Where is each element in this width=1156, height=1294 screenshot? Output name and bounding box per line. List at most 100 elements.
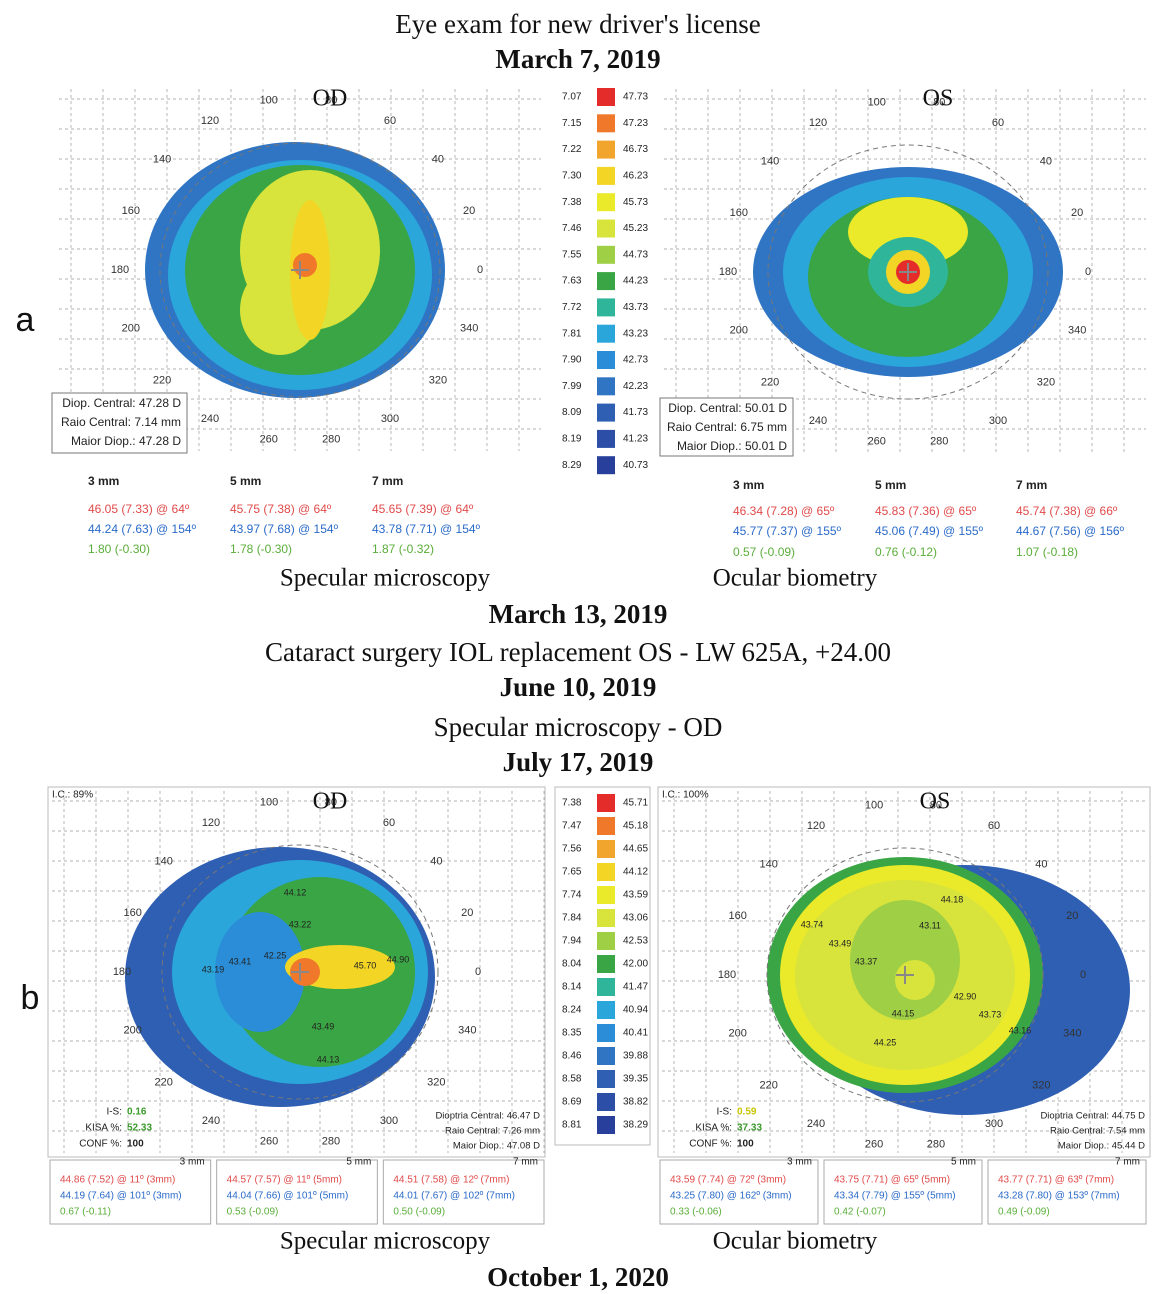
heading: Cataract surgery IOL replacement OS - LW…	[265, 637, 891, 667]
angle-label: 100	[260, 95, 278, 107]
scale-radius: 7.84	[562, 913, 582, 924]
angle-label: 200	[730, 325, 748, 337]
angle-label: 160	[124, 907, 142, 919]
angle-label: 40	[432, 153, 444, 165]
angle-label: 300	[985, 1118, 1003, 1130]
scale-radius: 8.46	[562, 1051, 582, 1062]
scale-diopter: 41.23	[623, 434, 648, 445]
info-line: Diop. Central: 50.01 D	[668, 401, 787, 415]
scale-swatch	[597, 246, 615, 264]
scale-swatch	[597, 1024, 615, 1042]
map-value: 43.41	[229, 956, 252, 966]
angle-label: 220	[154, 1076, 172, 1088]
angle-label: 60	[383, 817, 395, 829]
info-line: Diop. Central: 47.28 D	[62, 396, 181, 410]
scale-radius: 7.38	[562, 798, 582, 809]
angle-label: 240	[201, 413, 219, 425]
scale-radius: 7.15	[562, 118, 582, 129]
meas-row: 43.97 (7.68) @ 154º	[230, 522, 339, 536]
angle-label: 160	[729, 910, 747, 922]
caption: Ocular biometry	[713, 565, 878, 592]
angle-label: 0	[1085, 266, 1091, 278]
ic-label: I.C.: 100%	[662, 790, 709, 801]
scale-diopter: 43.59	[623, 890, 648, 901]
angle-label: 120	[809, 117, 827, 129]
scale-radius: 7.56	[562, 844, 582, 855]
angle-label: 180	[718, 969, 736, 981]
scale-swatch	[597, 1070, 615, 1088]
meas-header: 5 mm	[951, 1157, 976, 1168]
angle-label: 140	[761, 155, 779, 167]
angle-label: 340	[460, 323, 478, 335]
angle-label: 260	[260, 1135, 278, 1147]
angle-label: 320	[1037, 376, 1055, 388]
angle-label: 180	[719, 266, 737, 278]
scale-diopter: 44.23	[623, 276, 648, 287]
angle-label: 20	[463, 205, 475, 217]
meas-header: 7 mm	[372, 474, 403, 488]
scale-diopter: 38.29	[623, 1120, 648, 1131]
info-line: Maior Diop.: 50.01 D	[677, 439, 787, 453]
angle-label: 0	[1080, 969, 1086, 981]
angle-label: 240	[809, 415, 827, 427]
angle-label: 280	[930, 435, 948, 447]
scale-radius: 8.35	[562, 1028, 582, 1039]
scale-radius: 7.74	[562, 890, 582, 901]
info-line: Raio Central: 7.54 mm	[1050, 1126, 1145, 1137]
scale-diopter: 45.23	[623, 223, 648, 234]
map-value: 42.90	[954, 991, 977, 1001]
angle-label: 120	[202, 817, 220, 829]
heading: Eye exam for new driver's license	[395, 9, 760, 39]
index-value: 0.16	[127, 1107, 147, 1118]
scale-swatch	[597, 325, 615, 343]
angle-label: 120	[201, 115, 219, 127]
map-value: 43.22	[289, 919, 312, 929]
scale-swatch	[597, 298, 615, 316]
map-value: 43.49	[829, 938, 852, 948]
index-value: 100	[127, 1139, 144, 1150]
index-name: KISA %:	[695, 1123, 732, 1134]
meas-row: 44.57 (7.57) @ 11º (5mm)	[227, 1175, 342, 1186]
map-value: 44.12	[284, 887, 307, 897]
meas-row: 0.57 (-0.09)	[733, 545, 795, 559]
scale-diopter: 42.53	[623, 936, 648, 947]
scale-radius: 7.94	[562, 936, 582, 947]
info-line: Raio Central: 6.75 mm	[667, 420, 787, 434]
scale-swatch	[597, 955, 615, 973]
meas-row: 1.07 (-0.18)	[1016, 545, 1078, 559]
angle-label: 200	[122, 323, 140, 335]
meas-header: 7 mm	[1115, 1157, 1140, 1168]
eye-label: OS	[920, 789, 951, 815]
meas-row: 0.76 (-0.12)	[875, 545, 937, 559]
meas-header: 5 mm	[875, 478, 906, 492]
map-value: 43.74	[801, 919, 824, 929]
eye-label: OS	[923, 86, 954, 112]
meas-header: 3 mm	[733, 478, 764, 492]
scale-diopter: 45.73	[623, 197, 648, 208]
angle-label: 300	[380, 1115, 398, 1127]
meas-row: 44.19 (7.64) @ 101º (3mm)	[60, 1191, 182, 1202]
scale-diopter: 46.23	[623, 171, 648, 182]
meas-row: 43.59 (7.74) @ 72º (3mm)	[670, 1175, 786, 1186]
scale-diopter: 43.23	[623, 328, 648, 339]
index-name: I-S:	[716, 1107, 732, 1118]
scale-swatch	[597, 886, 615, 904]
map-value: 43.16	[1009, 1025, 1032, 1035]
scale-diopter: 46.73	[623, 144, 648, 155]
scale-swatch	[597, 840, 615, 858]
scale-diopter: 45.18	[623, 821, 648, 832]
heading: March 7, 2019	[495, 44, 660, 74]
scale-radius: 7.38	[562, 197, 582, 208]
info-line: Raio Central: 7.26 mm	[445, 1126, 540, 1137]
angle-label: 60	[384, 115, 396, 127]
angle-label: 20	[461, 907, 473, 919]
angle-label: 0	[475, 966, 481, 978]
angle-label: 280	[927, 1138, 945, 1150]
meas-row: 45.74 (7.38) @ 66º	[1016, 504, 1118, 518]
scale-swatch	[597, 1047, 615, 1065]
meas-row: 0.53 (-0.09)	[227, 1207, 279, 1218]
map-value: 43.49	[312, 1021, 335, 1031]
scale-swatch	[597, 167, 615, 185]
scale-radius: 7.72	[562, 302, 582, 313]
panel-letter: a	[16, 301, 35, 339]
